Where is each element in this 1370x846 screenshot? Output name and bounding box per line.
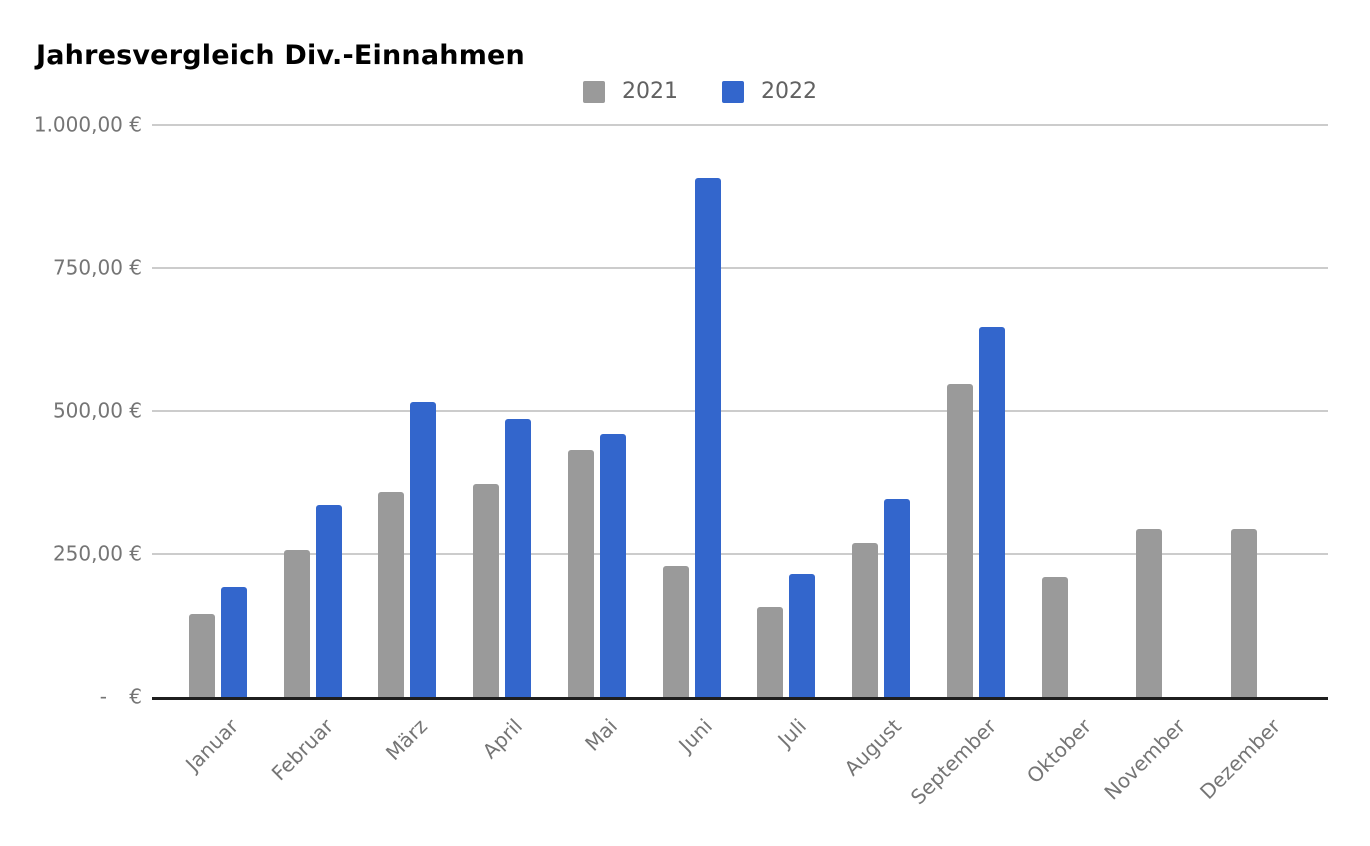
x-tick-label-februar: Februar xyxy=(266,714,338,786)
bar-2021-november[interactable] xyxy=(1136,528,1163,697)
bar-group-juni xyxy=(662,178,721,697)
x-axis: Januar Februar März April Mai Juni Juli August S… xyxy=(152,700,1328,840)
gridline xyxy=(152,267,1328,269)
x-tick-label-oktober: Oktober xyxy=(1021,714,1096,788)
bar-2022-mai[interactable] xyxy=(599,433,626,697)
bar-group-februar xyxy=(283,504,342,697)
bar-2022-märz[interactable] xyxy=(410,401,437,697)
x-tick-label-märz: März xyxy=(381,714,433,766)
bar-2021-februar[interactable] xyxy=(283,550,310,697)
bar-group-märz xyxy=(378,401,437,697)
bar-2021-april[interactable] xyxy=(473,484,500,697)
plot-area xyxy=(152,124,1328,700)
bar-group-mai xyxy=(567,433,626,697)
bar-2021-oktober[interactable] xyxy=(1041,576,1068,697)
bar-2021-märz[interactable] xyxy=(378,492,405,697)
bar-group-oktober xyxy=(1041,576,1100,697)
bar-group-dezember xyxy=(1231,528,1289,697)
y-tick-label: 250,00 € xyxy=(52,541,142,566)
bar-2021-januar[interactable] xyxy=(189,614,215,697)
x-tick-label-april: April xyxy=(477,714,528,764)
bar-2021-mai[interactable] xyxy=(567,449,594,697)
y-tick-label: 500,00 € xyxy=(52,398,142,423)
bar-group-januar xyxy=(189,587,247,697)
bar-2022-juli[interactable] xyxy=(789,574,816,697)
bar-2021-august[interactable] xyxy=(852,543,879,697)
y-tick-label: 750,00 € xyxy=(52,255,142,280)
y-tick-label: 1.000,00 € xyxy=(33,112,142,137)
bar-group-juli xyxy=(757,574,816,697)
bar-2022-september[interactable] xyxy=(978,326,1005,697)
legend-item-2021[interactable]: 2021 xyxy=(583,79,678,104)
bar-2021-juli[interactable] xyxy=(757,607,784,697)
bar-group-november xyxy=(1136,528,1194,697)
bar-group-september xyxy=(946,326,1005,697)
legend-label: 2022 xyxy=(761,79,817,104)
bar-2022-februar[interactable] xyxy=(315,504,342,697)
bar-group-august xyxy=(852,499,911,697)
legend-swatch-2021 xyxy=(583,80,605,103)
legend-swatch-2022 xyxy=(722,80,744,103)
bar-2022-januar[interactable] xyxy=(221,587,247,697)
x-tick-label-september: September xyxy=(905,714,1001,810)
gridline xyxy=(152,410,1328,412)
x-tick-label-dezember: Dezember xyxy=(1195,714,1285,804)
gridline xyxy=(152,553,1328,555)
chart-legend: 2021 2022 xyxy=(583,79,817,104)
x-tick-label-mai: Mai xyxy=(580,714,622,756)
bar-2021-juni[interactable] xyxy=(662,566,689,697)
x-tick-label-august: August xyxy=(839,714,907,781)
bar-group-april xyxy=(473,419,532,697)
legend-label: 2021 xyxy=(622,79,678,104)
gridline xyxy=(152,124,1328,126)
x-tick-label-januar: Januar xyxy=(180,714,243,777)
x-tick-label-november: November xyxy=(1099,714,1191,805)
bar-2022-august[interactable] xyxy=(884,499,911,697)
bar-2021-september[interactable] xyxy=(946,384,973,697)
legend-item-2022[interactable]: 2022 xyxy=(722,79,817,104)
bar-2022-april[interactable] xyxy=(505,419,532,697)
y-axis: 1.000,00 € 750,00 € 500,00 € 250,00 € - € xyxy=(0,113,142,709)
x-tick-label-juni: Juni xyxy=(673,714,717,758)
bar-2021-dezember[interactable] xyxy=(1231,528,1258,697)
y-tick-label: - € xyxy=(99,684,142,709)
x-tick-label-juli: Juli xyxy=(773,714,812,752)
chart-title: Jahresvergleich Div.-Einnahmen xyxy=(36,40,525,71)
bar-2022-juni[interactable] xyxy=(694,178,721,697)
